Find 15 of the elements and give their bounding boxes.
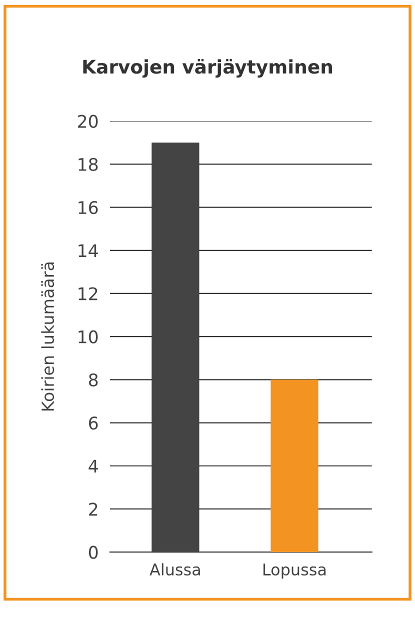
y-tick-label: 14 xyxy=(78,244,98,257)
y-tick-label: 4 xyxy=(88,460,98,472)
y-tick-label: 10 xyxy=(78,330,98,344)
y-tick-label: 12 xyxy=(78,287,98,300)
y-axis-title: Koirien lukumäärä xyxy=(41,262,54,411)
y-tick-label: 16 xyxy=(78,201,98,214)
y-tick-label: 2 xyxy=(89,502,98,516)
y-tick-label: 18 xyxy=(78,158,98,172)
chart-title: Karvojen värjäytyminen xyxy=(83,59,332,78)
y-tick-label: 0 xyxy=(88,546,98,559)
y-tick-label: 20 xyxy=(78,114,98,128)
x-tick-label: Lopussa xyxy=(263,564,326,579)
x-tick-label: Alussa xyxy=(150,563,200,576)
y-tick-label: 8 xyxy=(88,373,98,387)
y-tick-label: 6 xyxy=(89,416,98,430)
